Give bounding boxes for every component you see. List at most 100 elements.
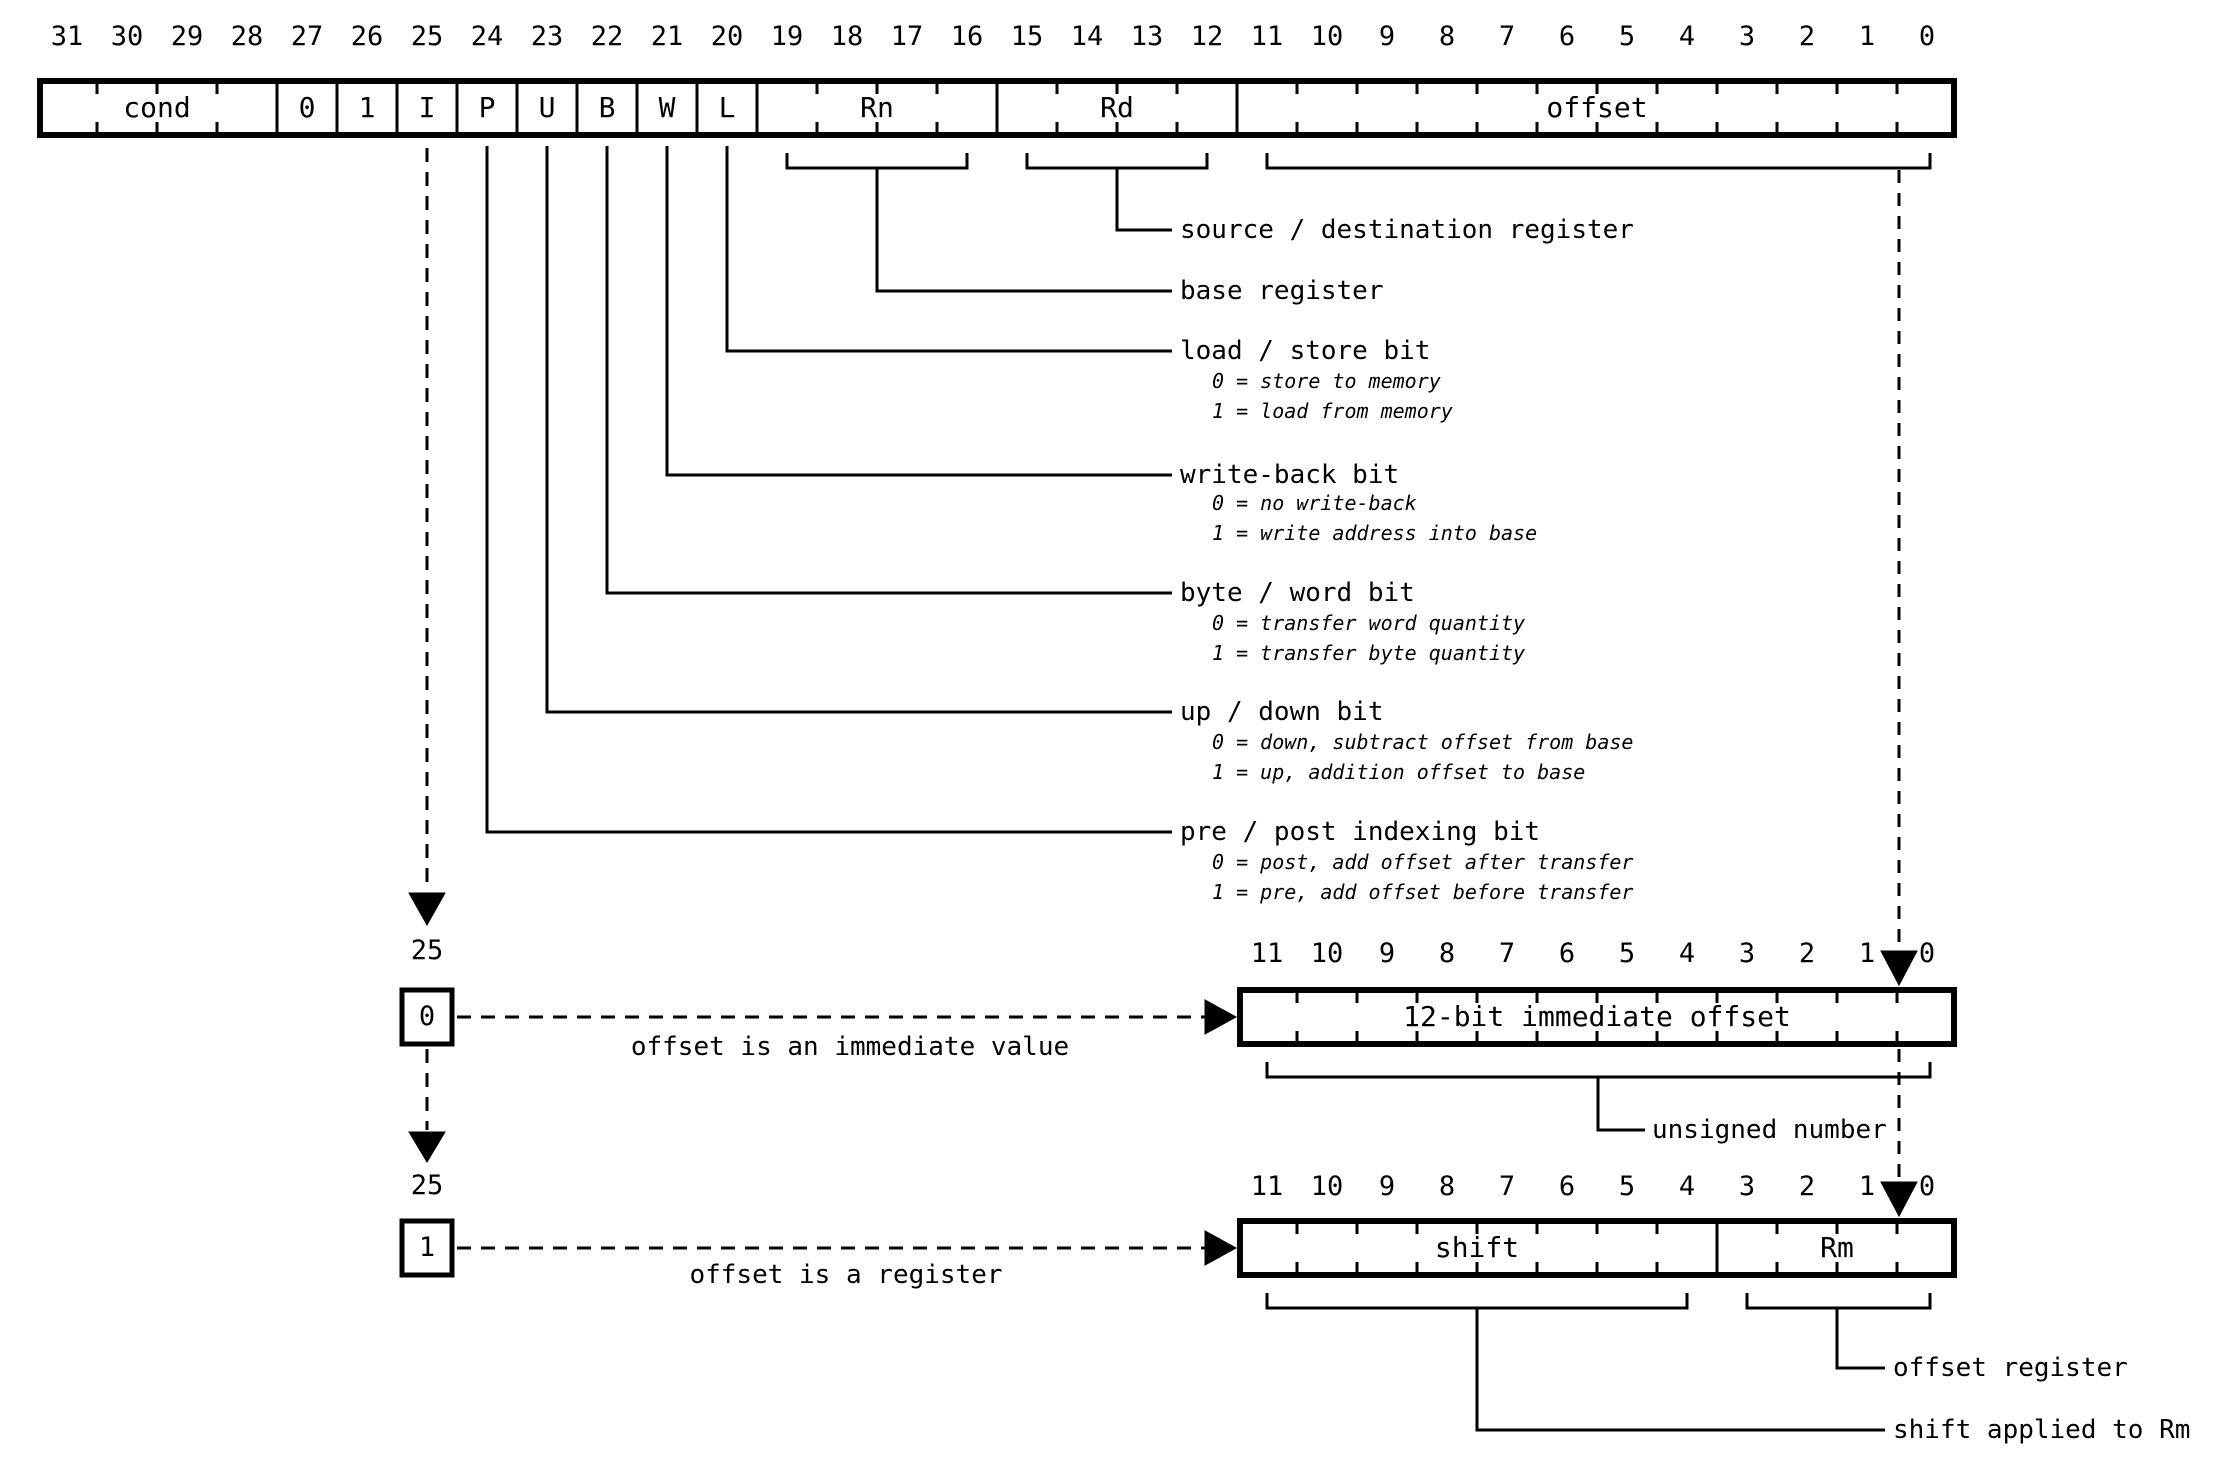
field-u-bit: U [538,91,556,124]
callout-source-destination: source / destination register [1180,215,1634,245]
bit-number-label: 1 [1858,1171,1876,1202]
bit-number-label: 26 [350,21,384,52]
callout-byte-word: byte / word bit [1180,578,1415,608]
bit-number-label: 5 [1618,1171,1636,1202]
immediate-variant-linework [399,987,1957,1132]
bit-number-label: 3 [1738,1171,1756,1202]
bit-number-label: 23 [530,21,564,52]
register-variant-linework [399,1218,1957,1432]
bit-number-label: 15 [1010,21,1044,52]
main-bit-numbers-row: 31 30 29 28 27 26 25 24 23 22 21 20 19 18 17 16 15 14 13 12… [0,22,2225,52]
callout-line-base-register [875,168,1172,293]
bit-number-label: 2 [1798,938,1816,969]
field-w-bit: W [658,91,676,124]
callout-load-store: load / store bit [1180,336,1431,366]
shift-applied-line [1475,1308,1885,1432]
field-b-bit: B [598,91,616,124]
bit-number-label: 10 [1310,21,1344,52]
immediate-offset-field: 12-bit immediate offset [1403,1000,1791,1033]
bit-number-label: 6 [1558,1171,1576,1202]
bit-number-label: 29 [170,21,204,52]
bit-number-label: 22 [590,21,624,52]
down-arrowhead [1880,1181,1918,1218]
callout-line-load-store [725,146,1172,353]
rm-field: Rm [1820,1231,1854,1264]
register-arrow-caption: offset is a register [689,1260,1003,1290]
bit25-value-register: 1 [418,1232,436,1263]
bit-number-label: 9 [1378,21,1396,52]
bit25-value-immediate: 0 [418,1001,436,1032]
note-up-down-0: 0 = down, subtract offset from base [1212,730,1634,754]
note-up-down-1: 1 = up, addition offset to base [1212,760,1586,784]
bit-number-label: 21 [650,21,684,52]
bit-number-label: 11 [1250,938,1284,969]
bit-number-label: 18 [830,21,864,52]
bit-number-label: 3 [1738,21,1756,52]
bit-number-label: 16 [950,21,984,52]
bit-number-label: 10 [1310,938,1344,969]
shift-field: shift [1434,1231,1520,1264]
bit-number-label: 4 [1678,1171,1696,1202]
callout-line-pre-post [485,146,1172,834]
bit-number-label: 5 [1618,21,1636,52]
unsigned-number-label: unsigned number [1652,1115,1887,1145]
bit-number-label: 28 [230,21,264,52]
bit-number-label: 24 [470,21,504,52]
bit-number-label: 14 [1070,21,1104,52]
shift-bracket [1265,1293,1689,1310]
bit-number-label: 20 [710,21,744,52]
bit-number-label: 27 [290,21,324,52]
bit-number-label: 2 [1798,21,1816,52]
bit-number-label: 1 [1858,938,1876,969]
note-pre-post-1: 1 = pre, add offset before transfer [1212,880,1634,904]
callout-base-register: base register [1180,276,1384,306]
field-rn: Rn [860,91,894,124]
callout-lines [485,146,1172,834]
register-bit-numbers-row: 11 10 9 8 7 6 5 4 3 2 1 0 [0,1172,2225,1202]
note-write-back-1: 1 = write address into base [1212,521,1538,545]
field-l-bit: L [718,91,736,124]
field-offset: offset [1546,91,1648,124]
field-const0: 0 [298,91,316,124]
note-byte-word-1: 1 = transfer byte quantity [1212,641,1526,665]
offset-register-line [1835,1308,1885,1370]
immediate-arrow-caption: offset is an immediate value [630,1032,1070,1062]
field-i-bit: I [418,91,436,124]
note-byte-word-0: 0 = transfer word quantity [1212,611,1526,635]
down-arrowhead [408,1131,446,1163]
bit-number-label: 9 [1378,1171,1396,1202]
field-rd: Rd [1100,91,1134,124]
immediate-offset-bit-ticks [1295,990,1899,1044]
field-p-bit: P [478,91,496,124]
bit-number-label: 0 [1918,1171,1936,1202]
rm-bracket [1745,1293,1932,1310]
bit-number-label: 8 [1438,21,1456,52]
bit-number-label: 11 [1250,1171,1284,1202]
bit-number-label: 25 [410,21,444,52]
bit-number-label: 10 [1310,1171,1344,1202]
bit-number-label: 7 [1498,1171,1516,1202]
bit-number-label: 0 [1918,21,1936,52]
callout-line-byte-word [605,146,1172,595]
bit-number-label: 8 [1438,938,1456,969]
bit25-label-immediate: 25 [410,935,444,966]
bit-number-label: 11 [1250,21,1284,52]
bit-number-label: 13 [1130,21,1164,52]
unsigned-number-line [1596,1077,1645,1132]
down-arrowhead [408,892,446,927]
bit25-value-box [399,987,455,1047]
offset-register-label: offset register [1893,1353,2128,1383]
field-cond: cond [123,91,191,124]
bit-number-label: 31 [50,21,84,52]
main-word-box [37,78,1957,138]
callout-line-source-destination [1115,168,1172,232]
field-const1: 1 [358,91,376,124]
right-arrowhead [1204,1230,1238,1266]
dashed-flow-lines [408,148,1918,1266]
note-pre-post-0: 0 = post, add offset after transfer [1212,850,1634,874]
main-word-dividers [275,81,1239,135]
field-brackets [785,153,1932,170]
immediate-offset-bracket [1265,1062,1932,1079]
